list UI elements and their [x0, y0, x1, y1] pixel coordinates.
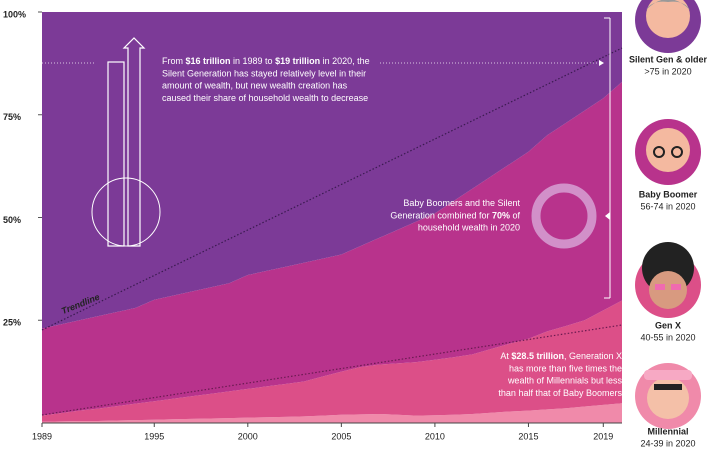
legend-name: Gen X — [655, 320, 681, 330]
annotation-line: wealth of Millennials but less — [507, 376, 623, 386]
annotation-text: amount of wealth, but new wealth creatio… — [162, 81, 348, 91]
annotation-line: From $16 trillion in 1989 to $19 trillio… — [162, 56, 370, 66]
x-tick-label: 2019 — [593, 431, 613, 441]
annotation-text: From — [162, 56, 186, 66]
annotation-line: Generation combined for 70% of — [390, 211, 520, 221]
annotation-line: than half that of Baby Boomers — [498, 388, 622, 398]
area — [42, 403, 622, 423]
legend-age: 24-39 in 2020 — [640, 438, 695, 448]
annotation-text: of — [510, 211, 521, 221]
area — [42, 12, 622, 329]
legend-age: >75 in 2020 — [644, 66, 691, 76]
x-tick-label: 2015 — [518, 431, 538, 441]
x-tick-label: 1989 — [32, 431, 52, 441]
annotation-text: , Generation X — [564, 351, 622, 361]
annotation-text: Silent Generation has stayed relatively … — [162, 69, 366, 79]
annotation-text: than half that of Baby Boomers — [498, 388, 622, 398]
y-tick-label: 100% — [3, 9, 26, 19]
x-tick-label: 1995 — [144, 431, 164, 441]
annotation-text: in 1989 to — [231, 56, 276, 66]
annotation-text: $16 trillion — [186, 56, 231, 66]
plot-area — [42, 12, 622, 423]
annotation-text: in 2020, the — [320, 56, 370, 66]
y-tick-label: 50% — [3, 215, 21, 225]
annotation-text: household wealth in 2020 — [418, 223, 520, 233]
annotation-line: has more than five times the — [509, 364, 622, 374]
annotation-text: caused their share of household wealth t… — [162, 93, 368, 103]
faces — [635, 0, 701, 429]
legend-name: Millennial — [647, 426, 688, 436]
x-tick-label: 2000 — [238, 431, 258, 441]
annotation-text: At — [500, 351, 511, 361]
annotation-text: has more than five times the — [509, 364, 622, 374]
legend-age: 56-74 in 2020 — [640, 201, 695, 211]
x-tick-label: 2005 — [331, 431, 351, 441]
legend-name: Baby Boomer — [639, 189, 698, 199]
area — [42, 81, 622, 416]
annotation-line: Baby Boomers and the Silent — [403, 198, 520, 208]
area — [42, 300, 622, 422]
annotation-line: household wealth in 2020 — [418, 223, 520, 233]
annotation-line: amount of wealth, but new wealth creatio… — [162, 81, 348, 91]
annotation-line: Silent Generation has stayed relatively … — [162, 69, 366, 79]
annotation-line: At $28.5 trillion, Generation X — [500, 351, 622, 361]
y-tick-label: 25% — [3, 318, 21, 328]
legend-age: 40-55 in 2020 — [640, 332, 695, 342]
annotation-text: Baby Boomers and the Silent — [403, 198, 520, 208]
annotation-text: wealth of Millennials but less — [507, 376, 623, 386]
x-tick-label: 2010 — [425, 431, 445, 441]
decorations — [41, 17, 623, 416]
legend-name: Silent Gen & older — [629, 54, 707, 64]
annotation-text: $28.5 trillion — [511, 351, 564, 361]
annotation-text: $19 trillion — [275, 56, 320, 66]
y-tick-label: 75% — [3, 112, 21, 122]
annotation-text: 70% — [492, 211, 510, 221]
annotation-line: caused their share of household wealth t… — [162, 93, 368, 103]
annotation-text: Generation combined for — [390, 211, 492, 221]
